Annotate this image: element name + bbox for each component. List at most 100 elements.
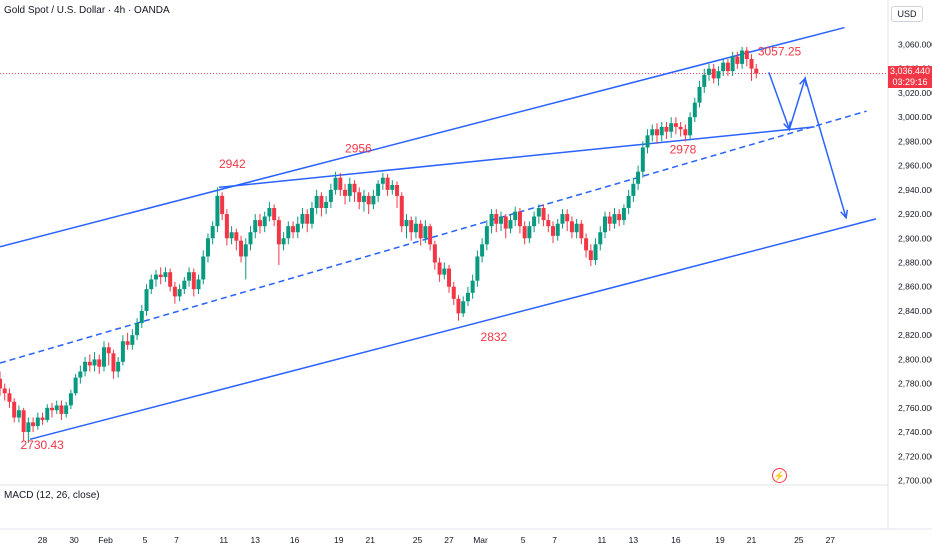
- candle: [324, 195, 329, 215]
- candle: [574, 218, 579, 239]
- x-tick-label: 16: [671, 535, 681, 545]
- y-tick-label: 3,060.000: [898, 40, 932, 50]
- candle-body: [97, 359, 102, 367]
- candle: [281, 232, 286, 251]
- candle-body: [456, 298, 461, 314]
- candle-body: [182, 280, 187, 290]
- candle-body: [220, 195, 225, 215]
- candle-body: [418, 223, 423, 239]
- candle: [697, 80, 702, 108]
- candle: [437, 257, 442, 282]
- candle-body: [442, 268, 447, 275]
- candle-body: [730, 56, 735, 72]
- candle-body: [697, 86, 702, 103]
- x-tick-label: 28: [38, 535, 48, 545]
- candle: [210, 221, 215, 245]
- candle: [706, 63, 711, 81]
- candle-body: [555, 223, 560, 236]
- candle: [272, 204, 277, 227]
- candle: [83, 356, 88, 377]
- candle: [343, 183, 348, 205]
- trendline-top: [218, 126, 815, 189]
- y-tick-label: 2,960.000: [898, 161, 932, 171]
- candle-body: [253, 220, 258, 233]
- candle: [503, 214, 508, 239]
- candle: [243, 238, 248, 280]
- candle: [380, 172, 385, 190]
- candle-body: [413, 223, 418, 233]
- candle: [135, 318, 140, 341]
- candle-body: [366, 195, 371, 205]
- candle-body: [569, 221, 574, 233]
- candle: [78, 365, 83, 384]
- candle-body: [546, 220, 551, 227]
- candle-body: [87, 361, 92, 366]
- candle: [565, 209, 570, 232]
- candle: [579, 220, 584, 245]
- candle: [399, 192, 404, 233]
- candle-body: [423, 226, 428, 239]
- channel-mid: [0, 110, 867, 364]
- current-price: 3,036.440: [889, 66, 931, 76]
- y-tick-label: 3,000.000: [898, 112, 932, 122]
- candle-body: [584, 238, 589, 251]
- candle-body: [139, 310, 144, 324]
- candle: [224, 209, 229, 246]
- candle: [461, 296, 466, 317]
- candle-body: [64, 405, 69, 414]
- x-tick-label: 27: [444, 535, 454, 545]
- candle-body: [706, 68, 711, 75]
- candle: [432, 240, 437, 270]
- candle: [456, 295, 461, 321]
- flash-icon[interactable]: ⚡: [772, 468, 787, 483]
- candle: [45, 404, 50, 423]
- candle-body: [35, 417, 40, 426]
- candle-body: [437, 262, 442, 275]
- candle-body: [432, 244, 437, 263]
- candle: [130, 329, 135, 350]
- candle: [177, 284, 182, 302]
- candle-body: [598, 232, 603, 245]
- candle: [7, 388, 12, 408]
- candle: [21, 407, 26, 441]
- candle: [593, 238, 598, 265]
- candle: [683, 124, 688, 142]
- candle: [555, 218, 560, 241]
- candle: [139, 304, 144, 328]
- candle-body: [371, 195, 376, 205]
- candle: [168, 268, 173, 292]
- candle: [588, 244, 593, 267]
- candle-body: [645, 135, 650, 148]
- candle: [725, 59, 730, 76]
- y-tick-label: 2,880.000: [898, 258, 932, 268]
- x-tick-label: 19: [715, 535, 725, 545]
- candle: [598, 226, 603, 251]
- candle-body: [26, 422, 31, 433]
- candle-body: [588, 250, 593, 261]
- candle: [551, 221, 556, 244]
- candle: [499, 211, 504, 232]
- candle: [754, 63, 759, 79]
- candle: [361, 189, 366, 212]
- candle: [569, 216, 574, 239]
- candle: [144, 284, 149, 316]
- candle-body: [735, 56, 740, 64]
- candle-body: [361, 195, 366, 202]
- candle-body: [494, 214, 499, 224]
- candle-body: [130, 335, 135, 345]
- candle: [673, 117, 678, 135]
- y-tick-label: 2,980.000: [898, 136, 932, 146]
- candle: [409, 216, 414, 241]
- candle-body: [248, 232, 253, 245]
- candle: [239, 235, 244, 263]
- candle: [494, 209, 499, 233]
- arrowhead: [783, 121, 791, 131]
- x-tick-label: Feb: [98, 535, 113, 545]
- candle-body: [262, 216, 267, 227]
- candle-body: [31, 422, 36, 426]
- currency-selector[interactable]: USD: [891, 6, 923, 22]
- candle: [735, 51, 740, 69]
- candle-body: [111, 353, 116, 372]
- candle: [390, 180, 395, 195]
